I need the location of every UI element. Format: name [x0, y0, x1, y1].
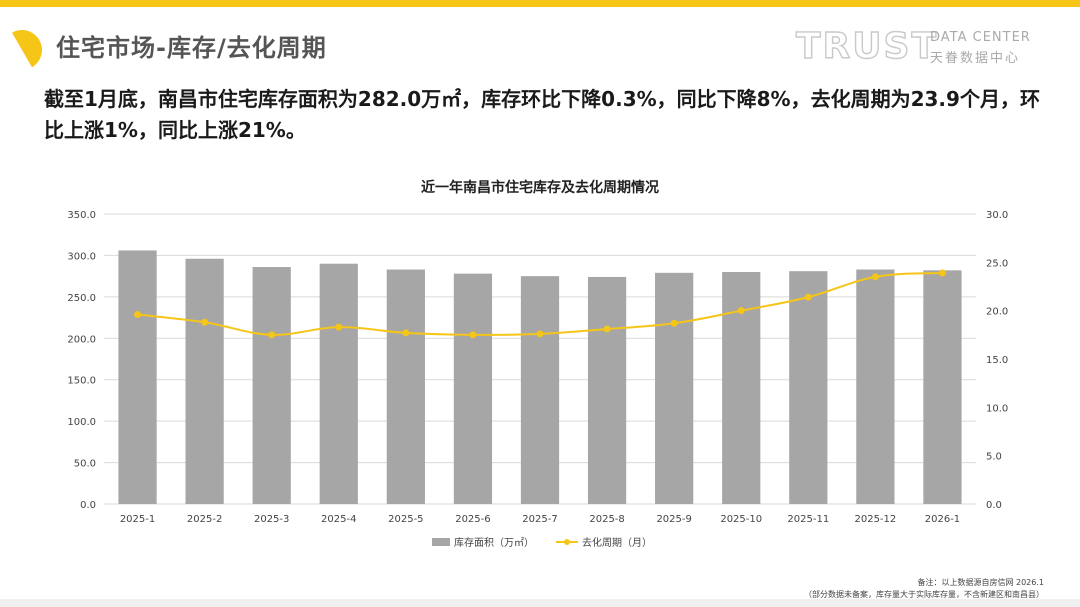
- legend-bar-swatch: [432, 538, 450, 546]
- x-tick-label: 2025-9: [656, 514, 691, 525]
- legend-line-marker: [564, 539, 570, 545]
- y-left-tick-label: 150.0: [67, 376, 96, 387]
- x-tick-label: 2025-10: [720, 514, 762, 525]
- line-point: [402, 329, 410, 337]
- bar-inventory: [453, 273, 493, 504]
- footnote-remark: （部分数据未备案，库存量大于实际库存量，不含新建区和南昌县）: [804, 590, 1044, 599]
- y-right-tick-label: 5.0: [986, 452, 1002, 463]
- line-point: [871, 273, 879, 281]
- y-left-tick-label: 250.0: [67, 293, 96, 304]
- y-left-tick-label: 350.0: [67, 210, 96, 221]
- line-point: [335, 323, 343, 331]
- brand-subtitle-en: DATA CENTER: [930, 30, 1031, 45]
- legend-bar-label: 库存面积（万㎡）: [454, 536, 534, 549]
- x-tick-label: 2025-6: [455, 514, 490, 525]
- y-right-tick-label: 25.0: [986, 258, 1008, 269]
- sun-logo-icon: [12, 30, 42, 68]
- page-title: 住宅市场-库存/去化周期: [56, 34, 327, 62]
- bar-inventory: [923, 270, 962, 504]
- bar-inventory: [587, 276, 627, 504]
- y-left-tick-label: 300.0: [67, 251, 96, 262]
- line-point: [938, 269, 946, 277]
- bar-inventory: [386, 269, 425, 504]
- footnote-source: 备注：以上数据源自房信网 2026.1: [917, 578, 1044, 587]
- x-tick-label: 2025-2: [187, 514, 222, 525]
- y-left-tick-label: 0.0: [80, 500, 96, 511]
- y-left-tick-label: 50.0: [74, 459, 96, 470]
- bar-inventory: [856, 269, 895, 504]
- bar-inventory: [118, 250, 157, 504]
- x-tick-label: 2025-1: [120, 514, 155, 525]
- bottom-bar: [0, 599, 1080, 607]
- summary-text: 截至1月底，南昌市住宅库存面积为282.0万㎡，库存环比下降0.3%，同比下降8…: [44, 87, 1040, 142]
- x-tick-label: 2025-3: [254, 514, 289, 525]
- line-point: [268, 331, 276, 339]
- x-tick-label: 2025-7: [522, 514, 557, 525]
- bar-inventory: [520, 276, 560, 504]
- y-right-tick-label: 30.0: [986, 210, 1008, 221]
- y-left-tick-label: 200.0: [67, 334, 96, 345]
- x-tick-label: 2025-5: [388, 514, 423, 525]
- bar-inventory: [655, 272, 694, 504]
- x-tick-label: 2025-11: [787, 514, 829, 525]
- brand-wordmark: TRUST: [795, 25, 938, 67]
- x-tick-label: 2025-4: [321, 514, 356, 525]
- chart-title: 近一年南昌市住宅库存及去化周期情况: [421, 179, 659, 196]
- y-right-tick-label: 15.0: [986, 355, 1008, 366]
- line-point: [804, 293, 812, 301]
- line-point: [536, 330, 544, 338]
- line-point: [201, 318, 209, 326]
- x-tick-label: 2026-1: [925, 514, 960, 525]
- line-point: [469, 331, 477, 339]
- y-left-tick-label: 100.0: [67, 417, 96, 428]
- x-tick-label: 2025-12: [854, 514, 896, 525]
- x-tick-label: 2025-8: [589, 514, 624, 525]
- bar-inventory: [789, 271, 828, 504]
- line-point: [603, 325, 611, 333]
- line-point: [134, 311, 142, 319]
- line-point: [737, 307, 745, 315]
- y-right-tick-label: 0.0: [986, 500, 1002, 511]
- bar-inventory: [252, 267, 291, 504]
- y-right-tick-label: 20.0: [986, 307, 1008, 318]
- bar-inventory: [185, 258, 224, 504]
- top-accent-bar: [0, 0, 1080, 7]
- brand-subtitle-cn: 天眷数据中心: [930, 51, 1021, 66]
- bar-inventory: [722, 272, 761, 504]
- y-right-tick-label: 10.0: [986, 403, 1008, 414]
- bar-inventory: [319, 263, 358, 504]
- legend-line-label: 去化周期（月）: [582, 536, 652, 549]
- line-point: [670, 319, 678, 327]
